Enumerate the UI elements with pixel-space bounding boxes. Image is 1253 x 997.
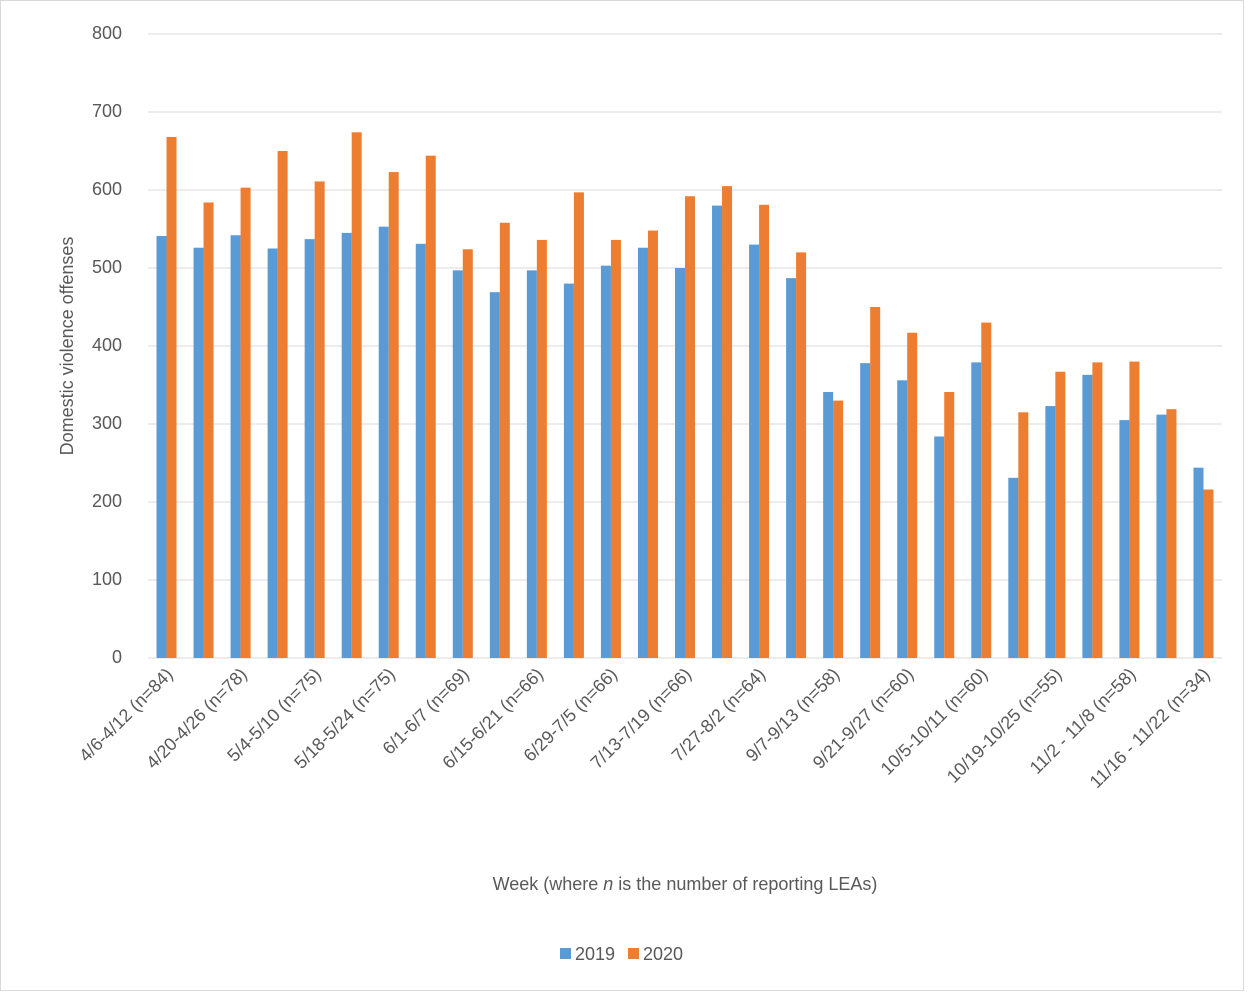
bar (230, 235, 241, 659)
bar (823, 392, 834, 658)
y-tick-label: 100 (92, 569, 122, 589)
bar (1008, 477, 1019, 658)
bar (378, 226, 389, 658)
bar (415, 243, 426, 658)
bar (685, 196, 695, 659)
bar (610, 239, 621, 659)
bar (722, 186, 733, 658)
bar (341, 232, 352, 658)
bar (1018, 412, 1029, 658)
bar (1129, 361, 1140, 658)
y-tick-label: 400 (92, 335, 122, 355)
y-axis-title: Domestic violence offenses (57, 237, 77, 456)
bar (934, 436, 945, 658)
bar (981, 322, 992, 658)
bar (388, 172, 399, 658)
legend-label: 2019 (575, 944, 615, 964)
bar (786, 278, 797, 658)
bar (156, 236, 167, 658)
bar (637, 247, 648, 658)
y-tick-label: 600 (92, 179, 122, 199)
bar (600, 265, 611, 658)
bar (1119, 420, 1130, 658)
bar (1203, 489, 1214, 658)
bar (1156, 414, 1167, 658)
bar (1166, 409, 1177, 658)
legend-label: 2020 (643, 944, 683, 964)
y-tick-label: 500 (92, 257, 122, 277)
bar (897, 380, 908, 658)
bar (351, 132, 362, 658)
bar (1045, 406, 1056, 658)
bar (907, 332, 918, 658)
legend-swatch (560, 948, 571, 959)
bar (462, 249, 473, 658)
bar (563, 283, 574, 658)
bar (971, 362, 982, 658)
bar (166, 136, 177, 658)
legend-swatch (628, 948, 639, 959)
bar (796, 252, 807, 658)
bar (759, 204, 770, 658)
bar (240, 187, 251, 658)
bar (304, 239, 315, 658)
bar (675, 268, 685, 658)
bar (712, 205, 723, 658)
bar (277, 151, 288, 658)
x-axis-title-part: n (603, 874, 613, 894)
y-tick-label: 0 (112, 647, 122, 667)
y-tick-label: 700 (92, 101, 122, 121)
bar (573, 192, 584, 658)
bar (647, 230, 658, 658)
y-tick-label: 200 (92, 491, 122, 511)
bar (425, 155, 436, 658)
bar (499, 222, 510, 658)
bar (314, 181, 325, 659)
bar (452, 270, 463, 658)
bar (749, 244, 760, 658)
bar (1092, 362, 1103, 658)
bar (203, 202, 214, 659)
y-tick-label: 300 (92, 413, 122, 433)
bar (860, 363, 871, 658)
bar (1193, 467, 1204, 658)
bar (833, 400, 844, 658)
bar (1055, 371, 1066, 658)
bar (489, 292, 500, 658)
bar (536, 239, 547, 659)
x-axis-title-part: is the number of reporting LEAs) (613, 874, 877, 894)
x-axis-title: Week (where n is the number of reporting… (493, 874, 878, 894)
bar (944, 392, 955, 658)
bar (267, 248, 278, 658)
y-tick-label: 800 (92, 23, 122, 43)
x-axis-title-part: Week (where (493, 874, 604, 894)
bar (1082, 374, 1093, 658)
bar (526, 270, 537, 658)
bar (870, 307, 881, 658)
bar (193, 247, 204, 658)
